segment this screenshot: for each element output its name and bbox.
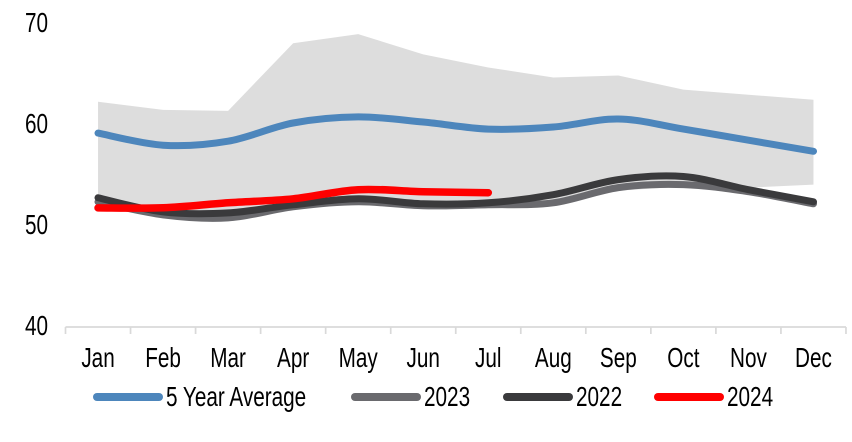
x-axis-label: Mar [210, 343, 246, 374]
y-axis-label: 40 [25, 311, 48, 342]
x-axis-label: Nov [730, 343, 767, 374]
x-axis-label: Jul [475, 343, 501, 374]
legend-item-2024: 2024 [654, 381, 789, 412]
y-axis-label: 60 [25, 109, 48, 140]
x-axis-label: Jun [407, 343, 440, 374]
x-axis-label: Jan [81, 343, 114, 374]
legend: 5 Year Average 2023 2022 2024 [0, 381, 852, 414]
legend-label-5-year-average: 5 Year Average [166, 381, 307, 412]
legend-swatch-2024 [654, 393, 724, 401]
x-axis-label: Sep [600, 343, 637, 374]
legend-label-2023: 2023 [424, 381, 471, 412]
series-line-5-year-average [94, 113, 817, 155]
x-axis-label: Oct [667, 343, 699, 374]
y-axis-label: 50 [25, 210, 48, 241]
legend-swatch-2022 [503, 393, 573, 401]
x-axis-label: Dec [795, 343, 832, 374]
series-line-2024 [94, 185, 493, 212]
legend-item-5-year-average: 5 Year Average [93, 381, 355, 412]
legend-label-2022: 2022 [576, 381, 623, 412]
x-axis-label: Aug [535, 343, 572, 374]
y-axis-label: 70 [25, 8, 48, 39]
x-axis-label: Feb [145, 343, 181, 374]
legend-item-2023: 2023 [351, 381, 486, 412]
legend-swatch-2023 [351, 393, 421, 401]
x-axis-label: May [339, 343, 379, 374]
legend-swatch-5-year-average [93, 393, 163, 401]
legend-label-2024: 2024 [727, 381, 774, 412]
x-axis-label: Apr [277, 343, 309, 374]
series-line-2022 [94, 172, 817, 218]
legend-item-2022: 2022 [503, 381, 638, 412]
